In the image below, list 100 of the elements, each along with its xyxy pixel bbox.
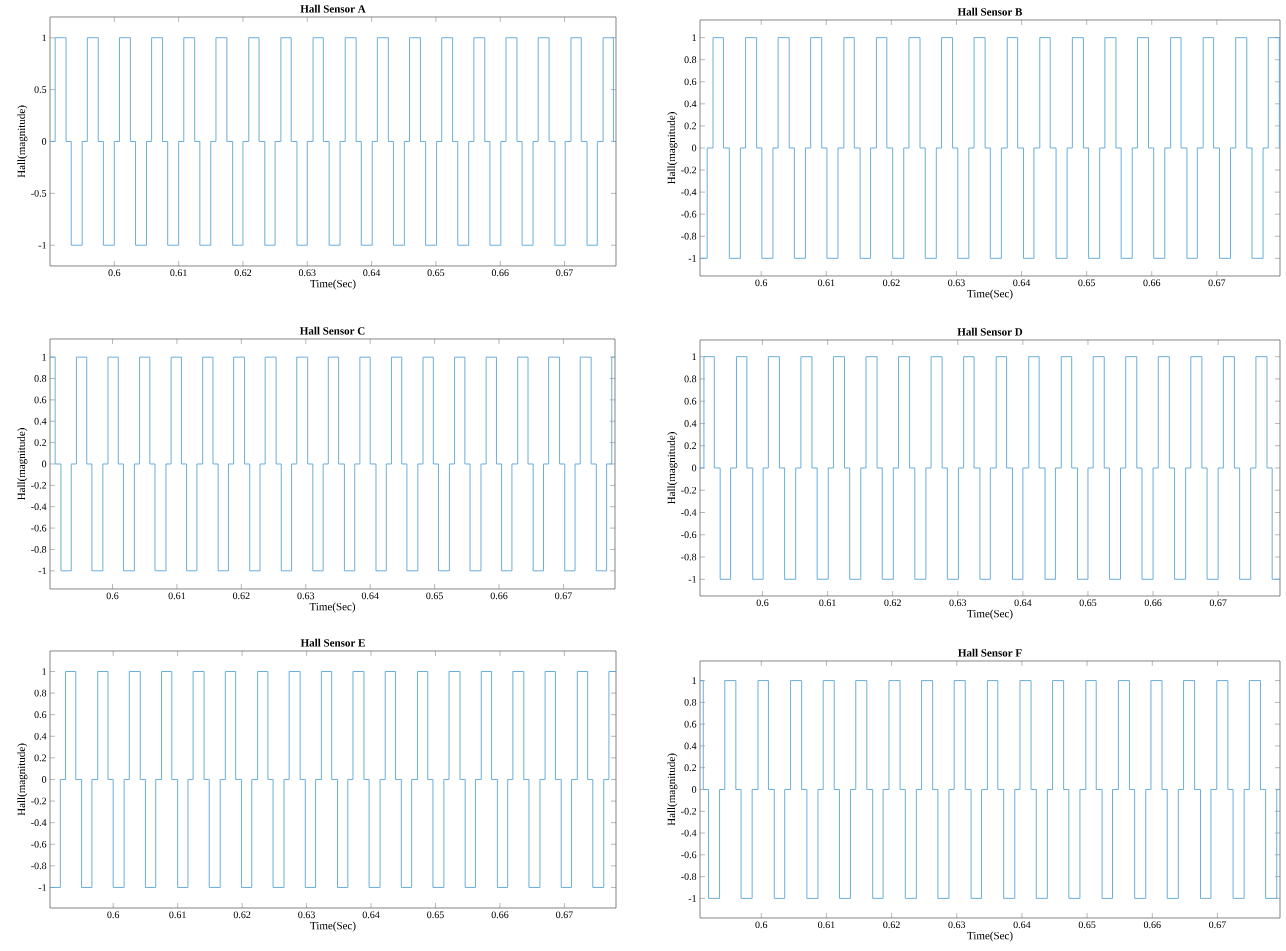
chart-title: Hall Sensor C: [299, 326, 365, 335]
y-tick-label: 0.2: [34, 439, 47, 447]
x-tick-label: 0.67: [556, 911, 573, 919]
y-tick-label: -0.4: [31, 503, 47, 511]
x-tick-label: 0.62: [232, 592, 250, 600]
y-tick-label: 0.6: [34, 711, 47, 719]
y-axis-title: Hall(magnitude): [17, 428, 28, 501]
chart-title: Hall Sensor D: [957, 327, 1023, 336]
y-tick-label: 0: [41, 138, 47, 145]
x-tick-label: 0.66: [491, 911, 509, 919]
y-tick-label: 0.4: [684, 742, 697, 750]
x-tick-label: 0.61: [817, 279, 835, 287]
y-tick-label: -1: [38, 241, 46, 249]
y-tick-label: -0.6: [31, 524, 47, 532]
x-tick-label: 0.6: [106, 592, 119, 600]
x-tick-label: 0.63: [298, 911, 315, 919]
y-tick-label: 1: [42, 34, 46, 42]
x-tick-label: 0.65: [1079, 599, 1097, 607]
x-tick-label: 0.61: [818, 921, 835, 929]
chart-title: Hall Sensor B: [957, 7, 1023, 16]
x-tick-label: 0.65: [426, 592, 443, 600]
x-tick-label: 0.63: [948, 921, 966, 929]
x-tick-label: 0.62: [234, 269, 252, 277]
x-tick-label: 0.64: [1013, 921, 1031, 929]
y-tick-label: 0: [41, 460, 47, 468]
y-tick-label: -0.2: [681, 166, 697, 174]
x-tick-label: 0.67: [1209, 599, 1227, 607]
y-tick-label: -0.6: [681, 531, 697, 539]
x-tick-label: 0.64: [361, 592, 379, 600]
y-tick-label: 0.8: [684, 698, 697, 706]
y-tick-label: 0.5: [34, 86, 47, 94]
y-tick-label: -0.8: [681, 873, 697, 881]
x-tick-label: 0.62: [883, 279, 900, 287]
x-tick-label: 0.6: [755, 279, 768, 287]
y-tick-label: -0.6: [681, 210, 697, 218]
y-tick-label: 0.8: [34, 375, 47, 382]
x-tick-label: 0.64: [1014, 599, 1032, 607]
y-tick-label: 0.8: [684, 56, 697, 64]
y-tick-label: 0: [691, 464, 697, 472]
y-tick-label: -0.8: [681, 232, 697, 240]
x-axis-title: Time(Sec): [310, 921, 356, 932]
y-tick-label: -1: [38, 567, 46, 575]
x-tick-label: 0.66: [1143, 921, 1161, 929]
x-tick-label: 0.61: [169, 911, 186, 919]
y-tick-label: -0.8: [31, 862, 47, 870]
x-tick-label: 0.65: [1078, 921, 1096, 929]
y-tick-label: -0.4: [681, 188, 697, 196]
x-tick-label: 0.65: [1078, 279, 1096, 287]
y-tick-label: 0: [691, 786, 697, 793]
x-tick-label: 0.67: [1208, 279, 1226, 287]
y-tick-label: -0.8: [31, 546, 47, 553]
y-tick-label: -0.5: [31, 189, 47, 197]
x-tick-label: 0.61: [168, 592, 186, 600]
x-tick-label: 0.63: [298, 269, 316, 277]
x-tick-label: 0.6: [755, 921, 768, 929]
x-tick-label: 0.62: [233, 911, 251, 919]
y-tick-label: 0.6: [684, 78, 697, 86]
x-tick-label: 0.66: [1143, 279, 1161, 287]
x-tick-label: 0.63: [948, 279, 965, 287]
x-axis-title: Time(Sec): [967, 609, 1013, 620]
x-tick-label: 0.62: [884, 599, 901, 607]
y-tick-label: -0.8: [681, 553, 697, 561]
y-tick-label: -1: [688, 895, 696, 902]
x-axis-title: Time(Sec): [967, 931, 1013, 942]
chart-title: Hall Sensor F: [958, 648, 1022, 657]
y-tick-label: 1: [42, 353, 46, 361]
y-tick-label: 0.6: [684, 720, 697, 728]
x-tick-label: 0.66: [490, 592, 508, 600]
y-tick-label: -0.4: [681, 829, 697, 837]
y-tick-label: 0.2: [684, 764, 697, 772]
x-tick-label: 0.6: [108, 269, 121, 277]
y-tick-label: 0.8: [34, 689, 47, 697]
y-tick-label: 0: [691, 144, 697, 152]
chart-title: Hall Sensor A: [300, 4, 366, 13]
y-tick-label: -0.2: [31, 481, 47, 489]
y-tick-label: 0.2: [684, 442, 697, 450]
chart-title: Hall Sensor E: [300, 638, 365, 647]
x-axis-title: Time(Sec): [309, 602, 356, 613]
x-tick-label: 0.63: [297, 592, 315, 600]
x-tick-label: 0.61: [819, 599, 836, 607]
x-tick-label: 0.67: [555, 592, 572, 600]
y-axis-title: Hall(magnitude): [667, 112, 678, 185]
y-tick-label: 1: [42, 668, 46, 675]
y-tick-label: -1: [38, 884, 46, 891]
y-axis-title: Hall(magnitude): [667, 432, 678, 505]
y-tick-label: -0.6: [31, 840, 47, 848]
y-tick-label: -1: [688, 575, 696, 583]
x-tick-label: 0.67: [1209, 921, 1226, 929]
y-tick-label: -0.2: [681, 807, 697, 815]
x-axis-title: Time(Sec): [310, 279, 356, 290]
x-tick-label: 0.63: [949, 599, 967, 607]
x-tick-label: 0.6: [107, 911, 120, 919]
y-tick-label: 1: [692, 353, 696, 360]
y-axis-title: Hall(magnitude): [667, 753, 678, 826]
y-tick-label: 0.6: [684, 397, 697, 405]
x-tick-label: 0.64: [362, 911, 380, 919]
x-tick-label: 0.66: [1144, 599, 1162, 607]
y-tick-label: -0.4: [31, 819, 47, 827]
y-tick-label: -0.2: [681, 486, 697, 494]
y-tick-label: 0.4: [34, 732, 47, 740]
